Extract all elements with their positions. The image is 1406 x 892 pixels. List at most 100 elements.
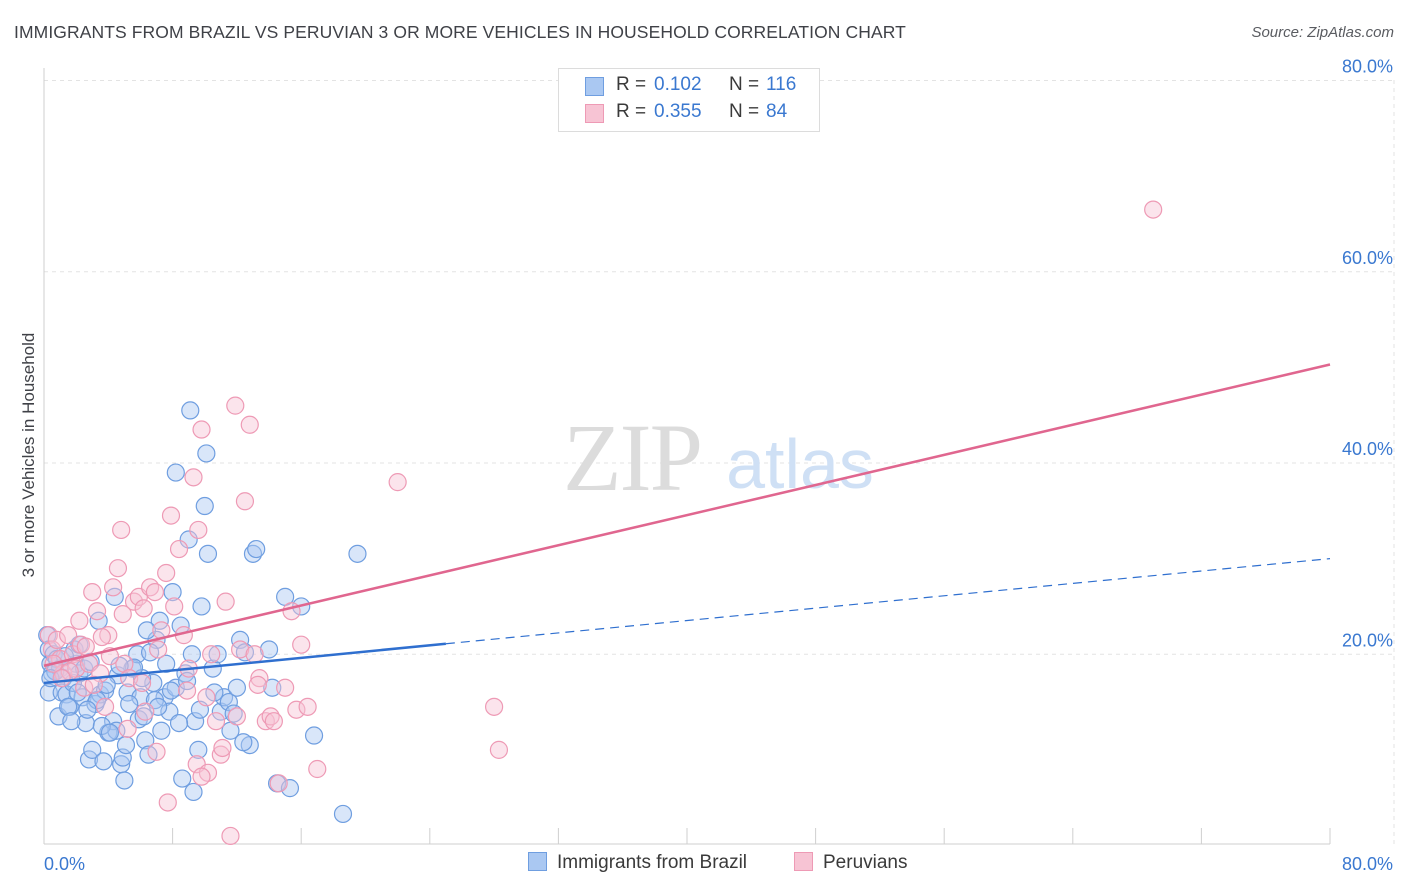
- point-peru: [149, 640, 168, 659]
- point-brazil: [182, 645, 201, 664]
- point-brazil: [78, 700, 97, 719]
- point-brazil: [169, 713, 189, 733]
- point-brazil: [100, 723, 120, 742]
- point-peru: [1144, 200, 1163, 219]
- point-peru: [264, 712, 283, 731]
- point-brazil: [136, 731, 155, 750]
- point-brazil: [280, 779, 300, 798]
- point-brazil: [79, 750, 99, 769]
- point-brazil: [247, 539, 266, 559]
- x-tick-label: 80.0%: [1342, 854, 1393, 874]
- point-brazil: [116, 735, 136, 755]
- point-peru: [87, 602, 107, 621]
- point-peru: [235, 492, 255, 511]
- point-brazil: [192, 597, 211, 616]
- point-brazil: [181, 401, 200, 420]
- trend-line-brazil: [43, 642, 446, 685]
- y-tick-label: 80.0%: [1342, 57, 1393, 77]
- point-brazil: [166, 463, 185, 482]
- point-brazil: [166, 678, 185, 697]
- point-brazil: [186, 712, 205, 731]
- point-brazil: [189, 740, 208, 759]
- point-brazil: [224, 704, 243, 723]
- point-peru: [108, 559, 128, 578]
- y-tick-label: 20.0%: [1342, 630, 1393, 650]
- point-brazil: [173, 769, 192, 788]
- point-brazil: [234, 733, 253, 752]
- legend-r-value-brazil: 0.102: [654, 74, 702, 95]
- point-brazil: [152, 721, 171, 740]
- point-brazil: [39, 683, 58, 702]
- trend-line-brazil-extension: [445, 558, 1331, 645]
- point-peru: [161, 506, 181, 525]
- trend-lines: [43, 363, 1331, 685]
- watermark-zip: ZIP: [563, 404, 701, 511]
- legend-n-label: N =: [729, 74, 760, 95]
- point-peru: [145, 582, 165, 602]
- legend-r-value-peru: 0.355: [654, 101, 702, 122]
- point-peru: [158, 793, 177, 812]
- point-brazil: [208, 645, 227, 664]
- point-peru: [112, 520, 131, 540]
- point-peru: [308, 759, 327, 779]
- point-brazil: [259, 640, 279, 659]
- point-peru: [147, 742, 166, 761]
- axes: [43, 68, 1331, 845]
- bottom-legend-peru: Peruvians: [794, 852, 908, 874]
- series-peru-points: [39, 200, 1163, 846]
- point-brazil: [124, 658, 144, 677]
- point-peru: [134, 599, 153, 618]
- point-peru: [104, 578, 123, 597]
- point-brazil: [304, 726, 324, 745]
- point-peru: [70, 611, 89, 630]
- legend-n-value-brazil: 116: [766, 74, 797, 95]
- y-tick-labels: 20.0% 40.0% 60.0% 80.0%: [1342, 57, 1393, 651]
- point-peru: [298, 697, 317, 716]
- bottom-legend-label-brazil: Immigrants from Brazil: [557, 852, 748, 873]
- point-peru: [99, 626, 118, 645]
- point-brazil: [115, 771, 134, 790]
- point-peru: [388, 473, 407, 492]
- point-peru: [177, 681, 197, 700]
- point-peru: [136, 702, 155, 721]
- legend-n-value-peru: 84: [766, 101, 788, 122]
- point-brazil: [62, 712, 81, 731]
- point-peru: [95, 697, 115, 716]
- point-peru: [287, 700, 306, 719]
- point-brazil: [137, 621, 156, 640]
- point-brazil: [263, 678, 282, 697]
- bottom-legend-swatch-brazil: [528, 852, 547, 871]
- point-peru: [115, 654, 134, 673]
- point-peru: [489, 740, 509, 759]
- point-brazil: [157, 654, 176, 673]
- point-peru: [213, 738, 232, 758]
- point-peru: [226, 396, 245, 415]
- point-peru: [192, 420, 211, 439]
- point-peru: [92, 627, 111, 647]
- watermark: ZIP atlas: [563, 404, 874, 511]
- point-peru: [485, 697, 504, 716]
- point-peru: [184, 468, 203, 487]
- trend-line-peru: [43, 363, 1331, 667]
- chart-title: IMMIGRANTS FROM BRAZIL VS PERUVIAN 3 OR …: [14, 22, 906, 42]
- point-peru: [76, 637, 95, 656]
- point-peru: [248, 675, 267, 694]
- watermark-atlas: atlas: [726, 425, 874, 503]
- point-peru: [52, 669, 71, 688]
- point-peru: [157, 563, 176, 583]
- point-brazil: [107, 721, 126, 740]
- point-peru: [83, 582, 102, 602]
- point-peru: [113, 604, 132, 624]
- point-peru: [250, 669, 269, 688]
- point-brazil: [83, 740, 102, 759]
- point-peru: [240, 415, 259, 434]
- point-brazil: [333, 804, 353, 824]
- legend-swatch-brazil: [585, 77, 604, 96]
- legend-r-label: R =: [616, 74, 647, 95]
- point-peru: [206, 712, 226, 731]
- point-brazil: [195, 496, 214, 516]
- source-label: Source: ZipAtlas.com: [1251, 24, 1394, 41]
- point-brazil: [59, 697, 78, 716]
- point-peru: [211, 745, 230, 764]
- point-brazil: [120, 694, 139, 714]
